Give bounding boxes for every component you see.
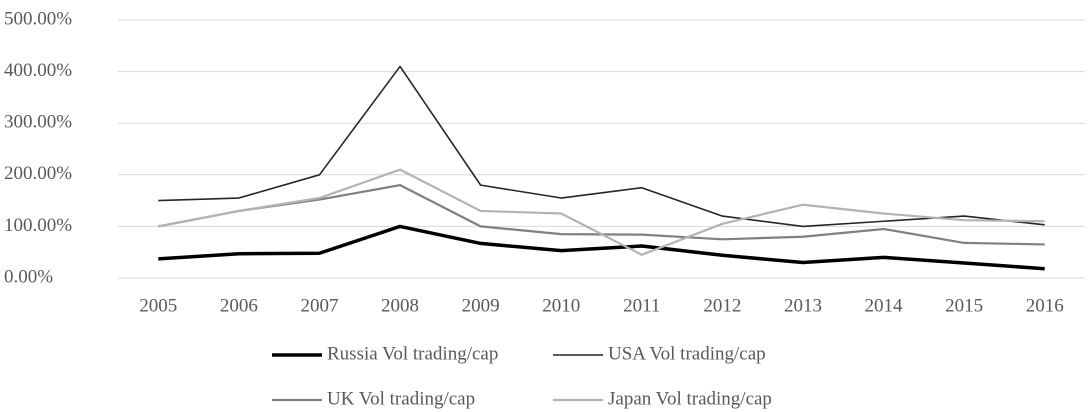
y-tick-label: 300.00%	[4, 112, 72, 133]
y-tick-label: 500.00%	[4, 8, 72, 29]
x-tick-label: 2009	[462, 295, 500, 316]
x-tick-label: 2011	[623, 295, 660, 316]
y-tick-label: 100.00%	[4, 215, 72, 236]
y-tick-label: 400.00%	[4, 60, 72, 81]
x-tick-label: 2015	[945, 295, 983, 316]
legend-label: USA Vol trading/cap	[608, 343, 766, 364]
x-tick-label: 2014	[865, 295, 904, 316]
x-tick-label: 2010	[542, 295, 580, 316]
series-line	[158, 65, 1045, 228]
legend-label: UK Vol trading/cap	[327, 388, 475, 409]
x-tick-label: 2012	[703, 295, 741, 316]
x-tick-label: 2006	[220, 295, 258, 316]
series-line	[158, 224, 1045, 271]
legend-label: Russia Vol trading/cap	[327, 343, 498, 364]
y-tick-label: 0.00%	[4, 266, 53, 287]
x-tick-label: 2005	[139, 295, 177, 316]
y-tick-label: 200.00%	[4, 163, 72, 184]
x-tick-label: 2016	[1026, 295, 1064, 316]
x-tick-label: 2007	[300, 295, 338, 316]
series-line	[158, 168, 1045, 256]
x-tick-label: 2013	[784, 295, 822, 316]
legend-label: Japan Vol trading/cap	[608, 388, 772, 409]
x-tick-label: 2008	[381, 295, 419, 316]
